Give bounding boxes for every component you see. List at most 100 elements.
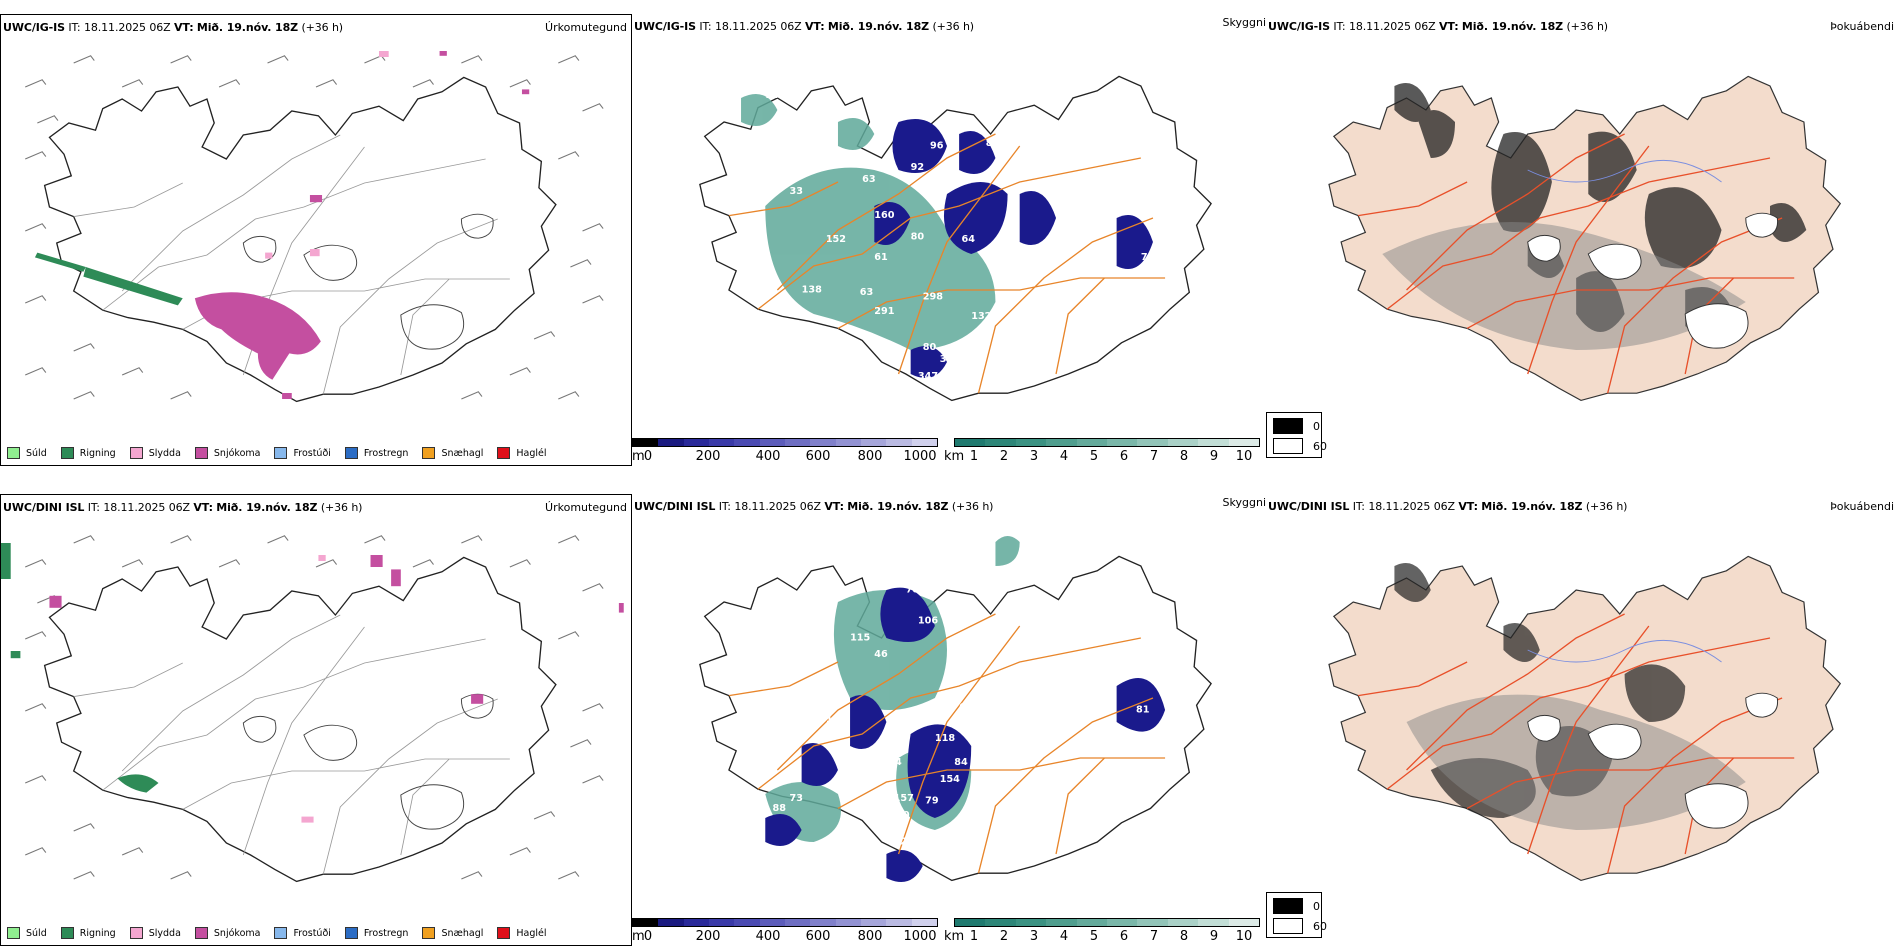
legend-swatch [274, 447, 288, 459]
colorbar-tick: 6 [1119, 449, 1129, 464]
legend-item: Súld [7, 447, 47, 459]
svg-text:88: 88 [773, 803, 787, 814]
colorbar-unit: km [944, 449, 965, 464]
legend-item: Snæhagl [422, 447, 483, 459]
snow-area [194, 292, 321, 380]
legend-swatch [7, 447, 20, 459]
svg-text:64: 64 [962, 234, 976, 245]
svg-text:126: 126 [991, 702, 1011, 713]
colorbar-tick: 5 [1089, 929, 1099, 944]
visibility-colorbar: km 1 2 3 4 5 6 7 8 9 10 [944, 436, 1262, 466]
colorbar-tick: 2 [999, 929, 1009, 944]
cloud-base-colorbar: m 0 200 400 600 800 1000 [632, 436, 938, 466]
colorbar-tick: 200 [695, 929, 721, 944]
svg-text:141: 141 [790, 654, 810, 665]
colorbar-tick: 1 [969, 929, 979, 944]
legend-item: Snæhagl [422, 927, 483, 939]
legend-label: Snjókoma [213, 447, 261, 459]
svg-text:81: 81 [1136, 704, 1150, 715]
legend-swatch [497, 447, 511, 459]
colorbar-tick: 10 [1235, 929, 1253, 944]
cloud-map-bottom: 78 106 115 46 309 141 134 118 84 154 157… [699, 536, 1212, 882]
cloud-visibility-panel-top: 146 57 33 63 92 160 152 61 80 64 81 78 7… [632, 14, 1266, 466]
panel-title-precip: Úrkomutegund [545, 501, 627, 514]
legend-swatch [194, 927, 208, 939]
svg-text:146: 146 [765, 90, 785, 101]
legend-label: Súld [26, 927, 47, 939]
fog-swatch [1273, 918, 1303, 934]
legend-swatch [129, 927, 143, 939]
colorbar-tick: 600 [805, 449, 831, 464]
legend-swatch [422, 447, 436, 459]
legend-item: Snjókoma [194, 927, 260, 939]
colorbar-tick: 0 [643, 929, 653, 944]
precip-map-bottom [1, 535, 624, 883]
colorbar-unit: km [944, 929, 965, 944]
colorbar-tick: 8 [1179, 929, 1189, 944]
legend-label: Snæhagl [441, 927, 484, 939]
colorbar-tick: 1000 [903, 929, 937, 944]
legend-label: Snæhagl [441, 447, 484, 459]
svg-text:63: 63 [862, 174, 875, 185]
svg-text:80: 80 [911, 232, 925, 243]
svg-text:347: 347 [918, 371, 938, 382]
fog-legend-top: 0 60 [1266, 412, 1327, 458]
colorbar-tick: 3 [1029, 929, 1039, 944]
legend-swatch [194, 447, 208, 459]
fog-legend-label: 60 [1313, 919, 1327, 933]
cloud-map-top: 146 57 33 63 92 160 152 61 80 64 81 78 7… [699, 75, 1212, 402]
legend-swatch [129, 447, 143, 459]
svg-text:81: 81 [1042, 256, 1056, 267]
colorbar-tick: 9 [1209, 449, 1219, 464]
svg-text:33: 33 [790, 186, 803, 197]
legend-swatch [274, 927, 288, 939]
colorbar-tick: 400 [755, 449, 781, 464]
colorbar-tick: 1000 [903, 449, 937, 464]
legend-swatch [422, 927, 436, 939]
cloud-base-colorbar: m 0 200 400 600 800 1000 [632, 916, 938, 946]
rain-band [83, 267, 183, 306]
panel-header: UWC/DINI ISL IT: 18.11.2025 06Z VT: Mið.… [3, 501, 363, 514]
svg-text:132: 132 [971, 311, 991, 322]
fog-swatch [1273, 418, 1303, 434]
svg-text:78: 78 [1086, 252, 1100, 263]
legend-swatch [344, 927, 358, 939]
svg-text:107: 107 [1061, 666, 1081, 677]
legend-label: Frostúði [293, 447, 331, 459]
colorbar-tick: 800 [857, 929, 883, 944]
fog-map-bottom [1328, 555, 1841, 882]
panel-title-precip: Úrkomutegund [545, 21, 627, 34]
legend-item: Haglél [497, 927, 547, 939]
svg-text:298: 298 [923, 292, 943, 303]
legend-item: Slydda [129, 447, 181, 459]
precip-map-top [24, 51, 604, 403]
legend-label: Frostúði [293, 927, 331, 939]
svg-text:79: 79 [1141, 252, 1155, 263]
svg-text:138: 138 [802, 284, 822, 295]
svg-text:79: 79 [925, 796, 939, 807]
visibility-colorbar: km 1 2 3 4 5 6 7 8 9 10 [944, 916, 1262, 946]
fog-legend-label: 60 [1313, 439, 1327, 453]
legend-label: Haglél [516, 927, 547, 939]
legend-label: Frostregn [363, 927, 409, 939]
svg-text:67: 67 [1015, 152, 1028, 163]
legend-label: Slydda [148, 447, 181, 459]
svg-text:73: 73 [790, 793, 803, 804]
legend-swatch [60, 447, 74, 459]
svg-text:57: 57 [814, 114, 827, 125]
precip-legend: Súld Rigning Slydda Snjókoma Frostúði Fr… [7, 927, 547, 939]
svg-text:74: 74 [940, 383, 954, 394]
legend-label: Frostregn [363, 447, 409, 459]
panel-header: UWC/IG-IS IT: 18.11.2025 06Z VT: Mið. 19… [1268, 20, 1609, 33]
fog-map-top [1328, 75, 1841, 402]
colorbar-tick: 600 [805, 929, 831, 944]
svg-text:86: 86 [1068, 186, 1082, 197]
colorbar-tick: 800 [857, 449, 883, 464]
precip-type-panel-bottom: UWC/DINI ISL IT: 18.11.2025 06Z VT: Mið.… [0, 494, 632, 946]
fog-panel-top: UWC/IG-IS IT: 18.11.2025 06Z VT: Mið. 19… [1266, 14, 1900, 466]
svg-text:92: 92 [911, 162, 924, 173]
svg-text:106: 106 [918, 616, 938, 627]
colorbar-tick: 4 [1059, 449, 1069, 464]
svg-text:104: 104 [908, 388, 928, 399]
svg-text:96: 96 [930, 140, 944, 151]
